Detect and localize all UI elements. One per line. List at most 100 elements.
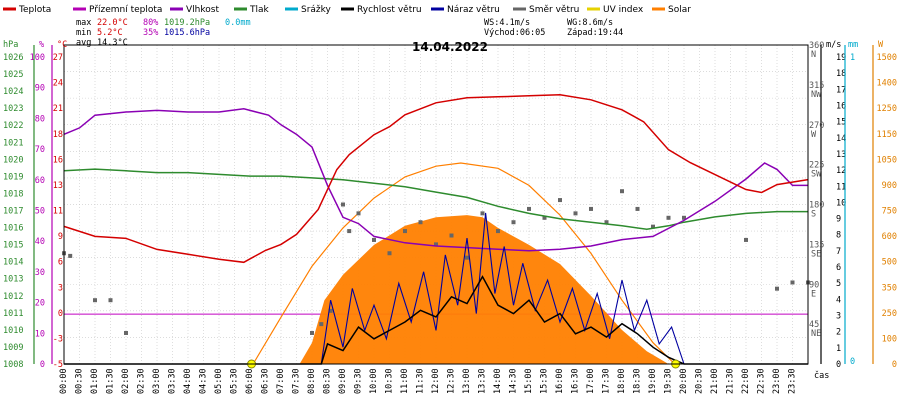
axis-tick-x: 16:30: [571, 368, 581, 394]
axis-tick-hpa: 1025: [3, 70, 23, 80]
axis-tick-dir: 90: [809, 280, 819, 290]
axis-tick-pct: 0: [40, 360, 45, 370]
axis-tick-ms: 17: [836, 85, 846, 95]
axis-tick-hpa: 1016: [3, 224, 23, 234]
axis-tick-pct: 70: [35, 145, 45, 155]
axis-tick-x: 06:00: [245, 368, 255, 394]
axis-tick-dir: 135: [809, 240, 824, 250]
axis-tick-c: 27: [53, 53, 63, 63]
wind-direction-point: [356, 211, 361, 216]
axis-tick-w: 1050: [877, 155, 897, 165]
axis-tick-hpa: 1020: [3, 155, 23, 165]
axis-unit-w: W: [878, 40, 884, 50]
wind-direction-point: [573, 211, 578, 216]
axis-tick-x: 18:30: [633, 368, 643, 394]
wind-direction-point: [124, 330, 128, 335]
axis-tick-x: 19:30: [664, 368, 674, 394]
axis-tick-compass: N: [811, 50, 816, 60]
wind-direction-point: [328, 308, 333, 313]
axis-tick-w: 750: [882, 207, 897, 217]
wind-direction-point: [434, 242, 438, 247]
axis-tick-x: 05:30: [230, 368, 240, 394]
axis-tick-x: 06:30: [261, 368, 271, 394]
axis-tick-mm: 0: [850, 357, 855, 367]
wind-direction-point: [790, 280, 795, 285]
axis-tick-x: 15:30: [540, 368, 550, 394]
wind-direction-point: [68, 253, 73, 258]
axis-tick-x: 19:00: [648, 368, 658, 394]
pressure-line: [63, 168, 808, 231]
axis-tick-c: 0: [58, 309, 63, 319]
stat-sun-wind: WG:8.6m/s: [567, 18, 613, 28]
legend-label-temperature: Teplota: [18, 5, 51, 15]
wind-direction-point: [682, 215, 686, 220]
axis-tick-ms: 7: [836, 247, 841, 257]
axis-tick-x: 20:30: [695, 368, 705, 394]
axis-tick-w: 100: [882, 334, 897, 344]
axis-tick-c: -5: [53, 360, 63, 370]
axis-tick-c: -3: [53, 334, 63, 344]
axis-tick-ms: 2: [836, 328, 841, 338]
legend-label-solar: Solar: [668, 5, 691, 15]
axis-tick-compass: NW: [811, 90, 822, 100]
axis-tick-pct: 30: [35, 268, 45, 278]
legend-label-wind_gust: Náraz větru: [447, 5, 500, 15]
axis-tick-x: 23:00: [772, 368, 782, 394]
axis-tick-pct: 80: [35, 114, 45, 124]
wind-direction-point: [93, 298, 97, 303]
wind-direction-point: [511, 220, 516, 225]
axis-tick-x: 01:30: [106, 368, 116, 394]
stat-value: 22.0°C: [97, 18, 128, 28]
axis-tick-c: 16: [53, 155, 63, 165]
axis-tick-ms: 1: [836, 344, 841, 354]
axis-tick-hpa: 1019: [3, 172, 23, 182]
axis-tick-c: 18: [53, 130, 63, 140]
axis-tick-x: 04:00: [183, 368, 193, 394]
axis-tick-w: 0: [892, 360, 897, 370]
axis-tick-compass: SW: [811, 170, 822, 180]
axis-tick-pct: 20: [35, 299, 45, 309]
legend-label-wind_direction: Směr větru: [529, 5, 579, 15]
legend-label-humidity: Vlhkost: [186, 5, 219, 15]
axis-tick-ms: 0: [836, 360, 841, 370]
wind-direction-point: [558, 198, 562, 203]
wind-direction-point: [403, 229, 407, 234]
axis-tick-ms: 18: [836, 69, 846, 79]
axis-tick-x: 00:30: [75, 368, 85, 394]
axis-tick-x: 05:00: [214, 368, 224, 394]
wind-direction-point: [744, 237, 748, 242]
axis-tick-x: 01:00: [90, 368, 100, 394]
axis-unit-ms: m/s: [826, 40, 841, 50]
wind-direction-point: [651, 224, 655, 229]
axis-tick-hpa: 1015: [3, 241, 23, 251]
stats-panel: max 22.0°C 80% 1019.2hPa 0.0mm min 5.2°C 35% 101…: [76, 18, 623, 48]
axis-tick-pct: 100: [30, 53, 45, 63]
stat-sun-wind: Západ:19:44: [567, 28, 623, 38]
axis-tick-compass: E: [811, 289, 816, 299]
axis-tick-compass: W: [811, 130, 817, 140]
wind-direction-point: [604, 220, 609, 225]
axis-tick-c: 11: [53, 207, 63, 217]
stat-value: max: [76, 18, 91, 28]
axis-tick-x: 00:00: [59, 368, 69, 394]
axis-tick-hpa: 1021: [3, 138, 23, 148]
axis-tick-w: 1250: [877, 104, 897, 114]
solar-clear-sky-line: [252, 162, 676, 365]
stat-value: 0.0mm: [225, 18, 251, 28]
axis-tick-c: 9: [58, 232, 63, 242]
stat-value: 80%: [143, 18, 158, 28]
axis-tick-w: 1150: [877, 130, 897, 140]
axis-tick-hpa: 1008: [3, 360, 23, 370]
wind-direction-point: [449, 233, 454, 238]
axis-tick-mm: 1: [850, 53, 855, 63]
axis-tick-ms: 9: [836, 215, 841, 225]
axis-tick-x: 22:00: [741, 368, 751, 394]
wind-direction-point: [319, 322, 324, 327]
axis-tick-ms: 16: [836, 101, 846, 111]
axis-tick-x: 18:00: [617, 368, 627, 394]
wind-direction-point: [341, 202, 345, 207]
plot-frame: [63, 44, 809, 365]
axis-tick-x: 14:00: [493, 368, 503, 394]
wind-gust-line: [64, 212, 808, 365]
axis-tick-dir: 180: [809, 201, 824, 211]
